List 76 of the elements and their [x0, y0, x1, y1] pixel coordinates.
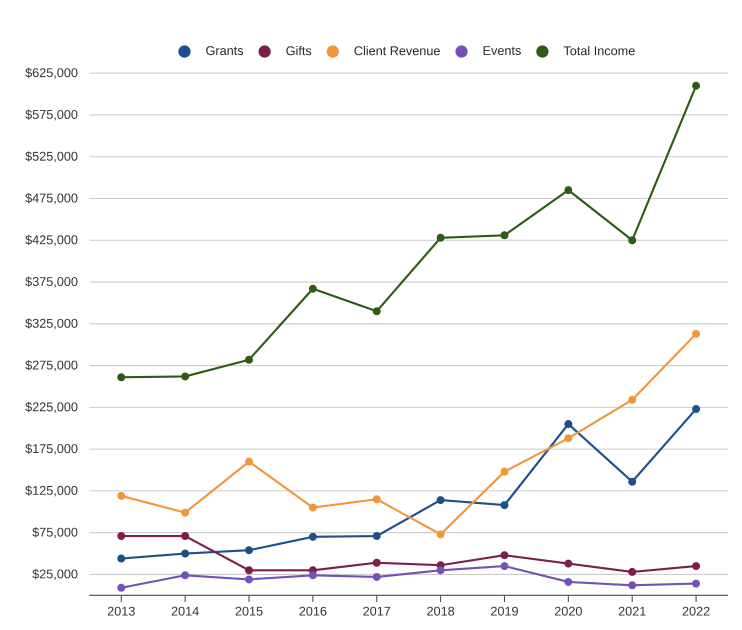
point — [436, 234, 445, 242]
point — [500, 231, 508, 240]
y-tick-label: $25,000 — [32, 568, 78, 580]
x-tick-label: 2020 — [554, 606, 582, 616]
point — [181, 508, 190, 517]
y-tick-label: $175,000 — [25, 444, 78, 455]
point — [564, 186, 572, 194]
x-tick-label: 2017 — [363, 606, 390, 616]
point — [117, 584, 126, 592]
x-tick-label: 2021 — [618, 606, 646, 616]
legend-label: Grants — [206, 46, 244, 56]
point — [436, 530, 445, 538]
point — [308, 571, 317, 580]
x-tick-label: 2016 — [299, 606, 326, 616]
point — [564, 434, 572, 442]
point — [372, 572, 381, 581]
point — [245, 575, 254, 584]
point — [628, 581, 636, 590]
legend-label: Events — [484, 46, 521, 56]
y-tick-label: $225,000 — [25, 402, 78, 413]
point — [117, 554, 126, 563]
point — [692, 580, 700, 588]
point — [245, 458, 254, 466]
point — [181, 550, 190, 558]
point — [308, 284, 317, 293]
y-tick-label: $425,000 — [25, 234, 78, 246]
x-tick-label: 2019 — [491, 606, 518, 616]
point — [692, 330, 700, 338]
point — [692, 562, 700, 570]
x-tick-label: 2013 — [108, 606, 135, 616]
point — [628, 236, 636, 244]
point — [245, 546, 254, 554]
point — [628, 568, 636, 576]
point — [628, 396, 636, 404]
point — [564, 560, 572, 568]
point — [181, 532, 190, 540]
point — [500, 562, 508, 570]
point — [117, 492, 126, 500]
point — [372, 532, 381, 540]
point — [692, 82, 700, 90]
point — [500, 468, 508, 476]
x-tick-label: 2014 — [172, 606, 199, 616]
point — [117, 373, 126, 382]
point — [245, 566, 254, 574]
y-tick-label: $625,000 — [25, 68, 78, 79]
x-tick-label: 2022 — [682, 606, 710, 616]
y-tick-label: $575,000 — [25, 109, 78, 120]
point — [628, 478, 636, 486]
x-tick-label: 2018 — [427, 606, 454, 616]
point — [372, 307, 381, 316]
point — [308, 532, 317, 541]
point — [181, 372, 190, 380]
legend-label: Gifts — [286, 46, 312, 56]
point — [436, 566, 445, 574]
point — [372, 495, 381, 504]
point — [436, 496, 445, 504]
y-tick-label: $375,000 — [25, 276, 78, 288]
point — [245, 356, 254, 364]
y-tick-label: $475,000 — [25, 192, 78, 204]
y-tick-label: $325,000 — [25, 318, 78, 330]
point — [308, 504, 317, 512]
y-tick-label: $525,000 — [25, 151, 78, 162]
y-tick-label: $125,000 — [25, 485, 78, 496]
x-tick-label: 2015 — [236, 606, 263, 616]
point — [117, 532, 126, 540]
legend-label: Total Income — [564, 46, 635, 56]
point — [372, 558, 381, 567]
y-tick-label: $275,000 — [25, 360, 78, 372]
point — [564, 578, 572, 586]
y-tick-label: $75,000 — [32, 527, 78, 538]
point — [181, 571, 190, 580]
point — [500, 551, 508, 560]
legend-label: Client Revenue — [354, 46, 440, 56]
point — [692, 405, 700, 414]
point — [500, 501, 508, 510]
point — [564, 420, 572, 428]
